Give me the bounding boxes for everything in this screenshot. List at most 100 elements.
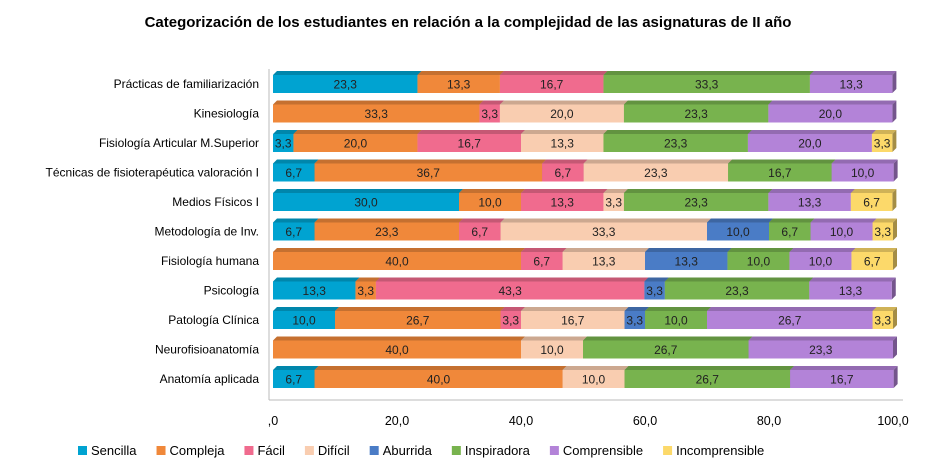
bar-segment-sencilla: 6,7 bbox=[273, 159, 319, 182]
category-label: Fisiología humana bbox=[161, 254, 259, 268]
x-tick-label: 40,0 bbox=[509, 414, 533, 428]
bar-segment-sencilla: 6,7 bbox=[273, 218, 319, 241]
data-label: 23,3 bbox=[809, 343, 833, 357]
data-label: 10,0 bbox=[664, 314, 688, 328]
bar-segment-comprensible: 10,0 bbox=[831, 159, 898, 182]
legend-label: Inspiradora bbox=[465, 443, 531, 458]
bar-segment-fácil: 43,3 bbox=[375, 277, 649, 300]
bar-segment-inspiradora: 10,0 bbox=[645, 307, 711, 329]
bar-segment-inspiradora: 16,7 bbox=[728, 159, 836, 182]
data-label: 10,0 bbox=[830, 225, 854, 239]
legend-swatch bbox=[78, 446, 87, 455]
bar-segment-comprensible: 20,0 bbox=[768, 100, 897, 123]
bar-segment-aburrida: 13,3 bbox=[645, 248, 732, 270]
data-label: 33,3 bbox=[695, 78, 719, 92]
data-label: 13,3 bbox=[839, 284, 863, 298]
data-label: 23,3 bbox=[644, 166, 668, 180]
legend-label: Aburrida bbox=[383, 443, 433, 458]
data-label: 3,3 bbox=[481, 107, 498, 121]
category-label: Metodología de Inv. bbox=[154, 225, 259, 239]
data-label: 10,0 bbox=[747, 255, 771, 269]
bar-segment-inspiradora: 26,7 bbox=[583, 336, 753, 359]
data-label: 40,0 bbox=[427, 373, 451, 387]
bar-segment-incomprensible: 3,3 bbox=[872, 307, 897, 329]
bar-segment-aburrida: 3,3 bbox=[624, 307, 649, 329]
category-label: Medios Físicos I bbox=[172, 195, 259, 209]
bar-segment-difícil: 13,3 bbox=[562, 248, 649, 270]
category-label: Prácticas de familiarización bbox=[114, 77, 259, 91]
x-tick-label: 60,0 bbox=[633, 414, 657, 428]
data-label: 13,3 bbox=[592, 255, 616, 269]
data-label: 40,0 bbox=[385, 255, 409, 269]
bar-segment-inspiradora: 33,3 bbox=[603, 71, 814, 93]
bar-segment-inspiradora: 23,3 bbox=[664, 277, 814, 300]
bar-segment-comprensible: 13,3 bbox=[768, 189, 855, 211]
data-label: 26,7 bbox=[406, 314, 430, 328]
data-label: 26,7 bbox=[778, 314, 802, 328]
data-label: 6,7 bbox=[864, 255, 881, 269]
data-label: 30,0 bbox=[354, 196, 378, 210]
data-label: 26,7 bbox=[696, 373, 720, 387]
category-label: Fisiología Articular M.Superior bbox=[99, 136, 259, 150]
data-label: 13,3 bbox=[447, 78, 471, 92]
legend-swatch bbox=[549, 446, 559, 455]
bar-segment-inspiradora: 10,0 bbox=[727, 248, 794, 270]
legend-swatch bbox=[156, 446, 166, 455]
data-label: 40,0 bbox=[385, 343, 409, 357]
x-tick-label: 100,0 bbox=[877, 414, 908, 428]
bar-segment-fácil: 6,7 bbox=[459, 218, 505, 241]
bar-segment-comprensible: 13,3 bbox=[809, 71, 897, 93]
data-label: 10,0 bbox=[292, 314, 316, 328]
data-label: 16,7 bbox=[830, 373, 854, 387]
data-label: 26,7 bbox=[654, 343, 678, 357]
legend-label: Incomprensible bbox=[676, 443, 764, 458]
bar-segment-difícil: 33,3 bbox=[500, 218, 711, 241]
legend-swatch bbox=[369, 446, 379, 455]
data-label: 6,7 bbox=[781, 225, 798, 239]
data-label: 23,3 bbox=[725, 284, 749, 298]
legend-label: Fácil bbox=[257, 443, 285, 458]
data-label: 20,0 bbox=[819, 107, 843, 121]
legend-label: Compleja bbox=[170, 443, 226, 458]
legend-swatch bbox=[451, 446, 461, 455]
legend-item: Fácil bbox=[244, 443, 285, 458]
bar-segment-inspiradora: 23,3 bbox=[623, 100, 773, 123]
bar-segment-inspiradora: 26,7 bbox=[624, 366, 795, 388]
bar-segment-sencilla: 10,0 bbox=[273, 307, 339, 329]
bar-segment-fácil: 16,7 bbox=[417, 130, 525, 152]
data-label: 13,3 bbox=[551, 137, 575, 151]
data-label: 10,0 bbox=[809, 255, 833, 269]
bar-segment-comprensible: 20,0 bbox=[747, 130, 876, 152]
bar-segment-comprensible: 23,3 bbox=[748, 336, 897, 359]
data-label: 6,7 bbox=[285, 166, 302, 180]
data-label: 3,3 bbox=[357, 284, 374, 298]
legend-swatch bbox=[663, 446, 673, 455]
data-label: 10,0 bbox=[726, 225, 750, 239]
x-tick-label: 80,0 bbox=[757, 414, 781, 428]
chart-title: Categorización de los estudiantes en rel… bbox=[145, 14, 792, 31]
data-label: 13,3 bbox=[839, 78, 863, 92]
bar-segment-comprensible: 10,0 bbox=[810, 218, 877, 241]
data-label: 3,3 bbox=[874, 314, 891, 328]
data-label: 3,3 bbox=[646, 284, 663, 298]
bar-segment-compleja: 13,3 bbox=[417, 71, 504, 93]
data-label: 23,3 bbox=[334, 78, 358, 92]
data-label: 16,7 bbox=[458, 137, 482, 151]
bar-segment-comprensible: 16,7 bbox=[790, 366, 898, 388]
legend-item: Comprensible bbox=[549, 443, 643, 458]
data-label: 3,3 bbox=[275, 137, 292, 151]
bar-segment-sencilla: 6,7 bbox=[273, 366, 319, 388]
bar-segment-difícil: 10,0 bbox=[562, 366, 629, 388]
legend-item: Difícil bbox=[304, 443, 350, 458]
category-label: Patología Clínica bbox=[168, 313, 259, 327]
legend-label: Comprensible bbox=[563, 443, 643, 458]
data-label: 23,3 bbox=[684, 107, 708, 121]
bar-segment-fácil: 16,7 bbox=[499, 71, 608, 93]
data-label: 33,3 bbox=[592, 225, 616, 239]
category-label: Psicología bbox=[204, 284, 260, 298]
bar-segment-compleja: 40,0 bbox=[314, 366, 567, 388]
legend-item: Aburrida bbox=[369, 443, 433, 458]
data-label: 16,7 bbox=[540, 78, 564, 92]
data-label: 10,0 bbox=[851, 166, 875, 180]
